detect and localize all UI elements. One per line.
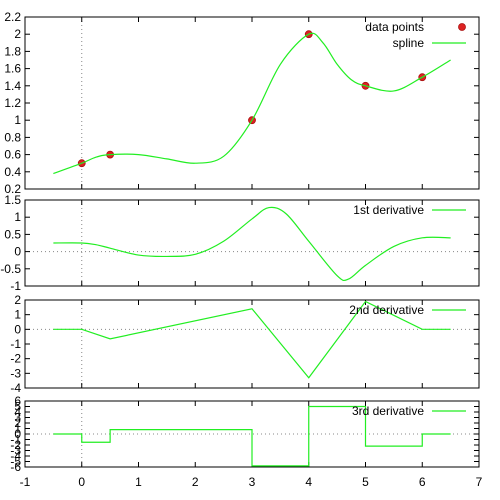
y-tick-label: 1 [14,210,21,224]
y-tick-label: 6 [14,394,21,408]
y-tick-label: 0.4 [4,165,21,179]
y-tick-label: 0 [14,427,21,441]
y-tick-label: 2 [14,416,21,430]
x-tick-label: 2 [192,475,199,489]
y-tick-label: 1 [14,308,21,322]
y-tick-label: 5 [14,400,21,414]
legend-label: 2nd derivative [349,303,424,317]
y-tick-label: -3 [10,366,21,380]
series-line [53,405,451,467]
y-tick-label: 0 [14,322,21,336]
series-line [53,300,451,379]
y-tick-label: -1 [10,337,21,351]
y-tick-label: 0.2 [4,182,21,196]
y-tick-label: -6 [10,460,21,474]
y-tick-label: 0.5 [4,227,21,241]
y-tick-label: 1.5 [4,193,21,207]
y-tick-label: 1.2 [4,96,21,110]
x-tick-label: 5 [362,475,369,489]
y-tick-label: 1.6 [4,62,21,76]
y-tick-label: -4 [10,449,21,463]
y-tick-label: -4 [10,381,21,395]
series-line [53,32,451,175]
y-tick-label: -0.5 [0,262,21,276]
y-tick-label: 0.6 [4,148,21,162]
y-tick-label: 2 [14,293,21,307]
legend-label: 1st derivative [353,203,424,217]
legend-marker [458,23,466,31]
y-tick-label: 0.8 [4,130,21,144]
x-tick-label: 6 [419,475,426,489]
y-tick-label: -1 [10,279,21,293]
y-tick-label: -1 [10,433,21,447]
y-tick-label: -2 [10,438,21,452]
series-line [53,206,451,282]
legend-label: data points [365,20,424,34]
x-tick-label: 1 [135,475,142,489]
x-tick-label: 3 [249,475,256,489]
x-tick-label: 7 [476,475,483,489]
y-tick-label: 4 [14,405,21,419]
y-tick-label: -5 [10,455,21,469]
y-tick-label: 1 [14,422,21,436]
legend-label: 3rd derivative [352,404,424,418]
x-tick-label: 4 [305,475,312,489]
y-tick-label: 2 [14,27,21,41]
y-tick-label: 1.8 [4,44,21,58]
y-tick-label: -2 [10,352,21,366]
y-tick-label: 1 [14,113,21,127]
x-tick-label: -1 [20,475,31,489]
y-tick-label: -3 [10,444,21,458]
x-tick-label: 0 [78,475,85,489]
y-tick-label: 3 [14,411,21,425]
y-tick-label: 2.2 [4,10,21,24]
y-tick-label: 0 [14,245,21,259]
panel-1: 0.2 0.4 0.6 0.8 1 1.2 1.4 1.6 1.8 2 2.2 data points… [4,10,480,196]
panel-2: -1 -0.5 0 0.5 1 1.5 1st derivative [0,193,480,293]
y-tick-label: 1.4 [4,79,21,93]
legend-label: spline [393,36,425,50]
